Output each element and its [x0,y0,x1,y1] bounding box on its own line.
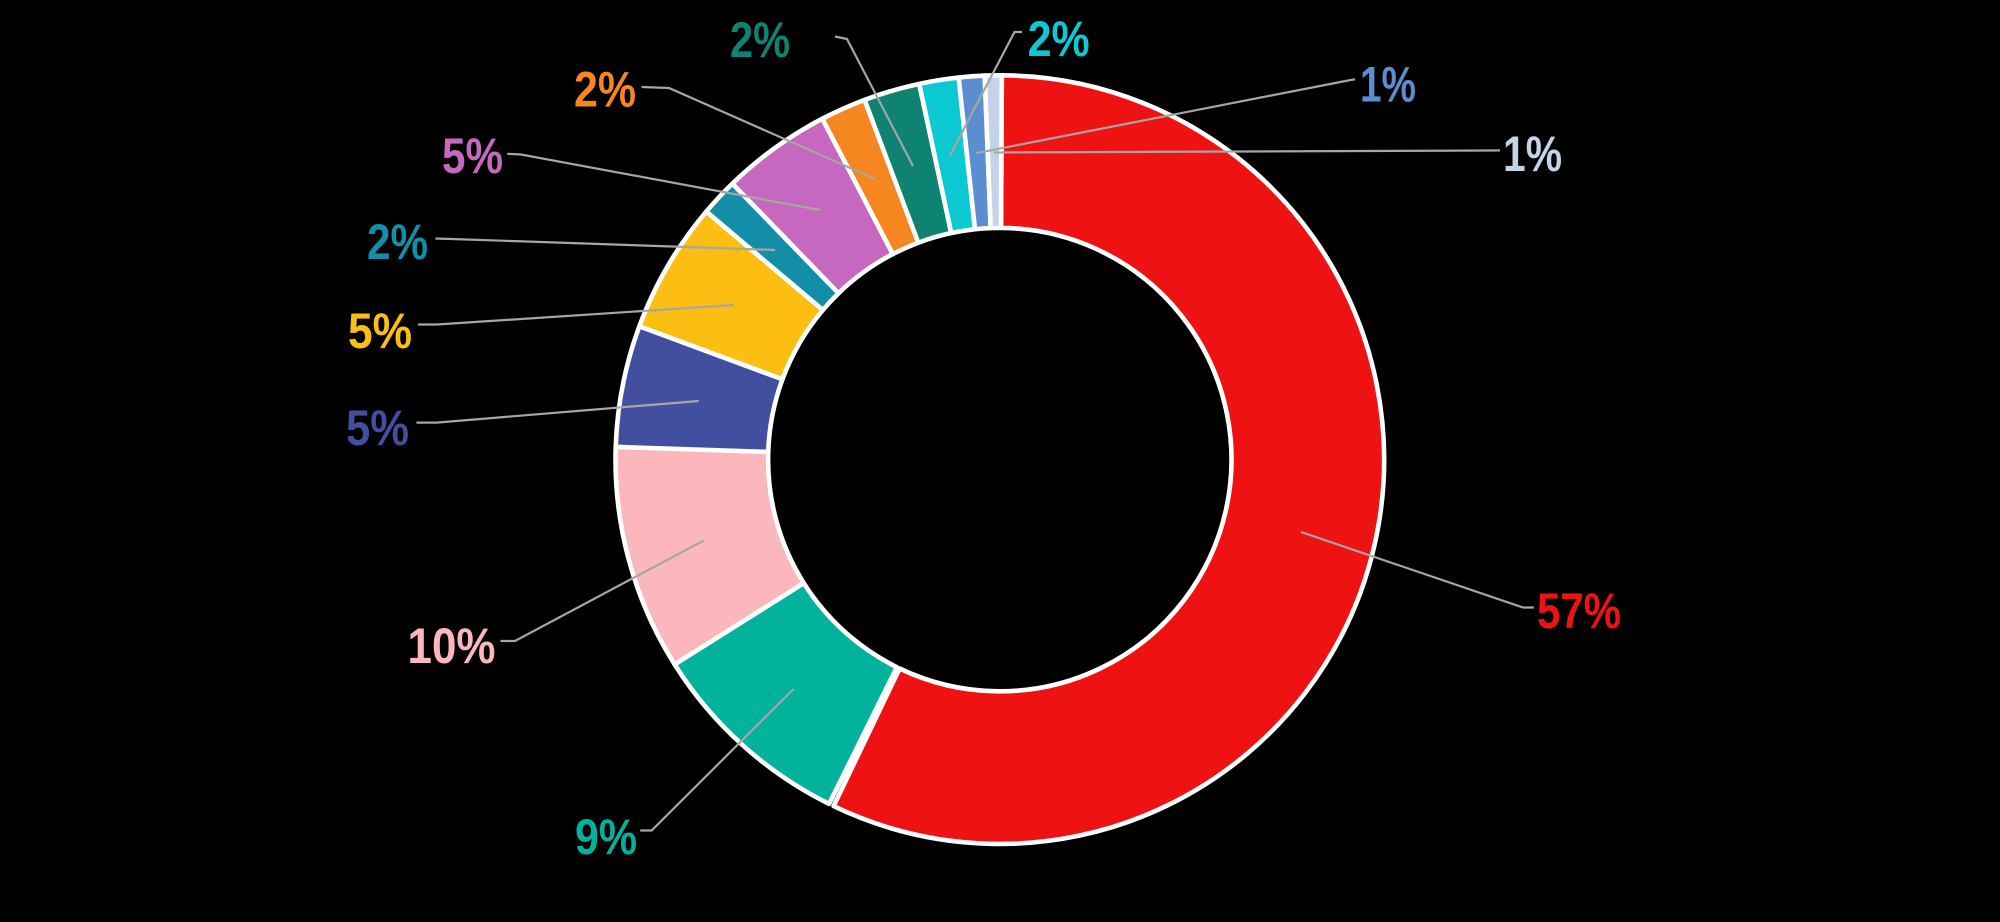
svg-text:5%: 5% [348,303,412,359]
svg-text:2%: 2% [574,62,636,118]
svg-text:10%: 10% [408,618,496,674]
svg-text:1%: 1% [1503,126,1562,182]
svg-text:2%: 2% [367,214,428,270]
svg-text:5%: 5% [442,128,503,184]
svg-text:2%: 2% [1028,11,1090,67]
svg-text:9%: 9% [575,809,637,865]
svg-text:57%: 57% [1537,583,1621,639]
svg-text:2%: 2% [730,12,790,68]
svg-text:1%: 1% [1360,57,1416,113]
svg-text:5%: 5% [346,400,409,456]
